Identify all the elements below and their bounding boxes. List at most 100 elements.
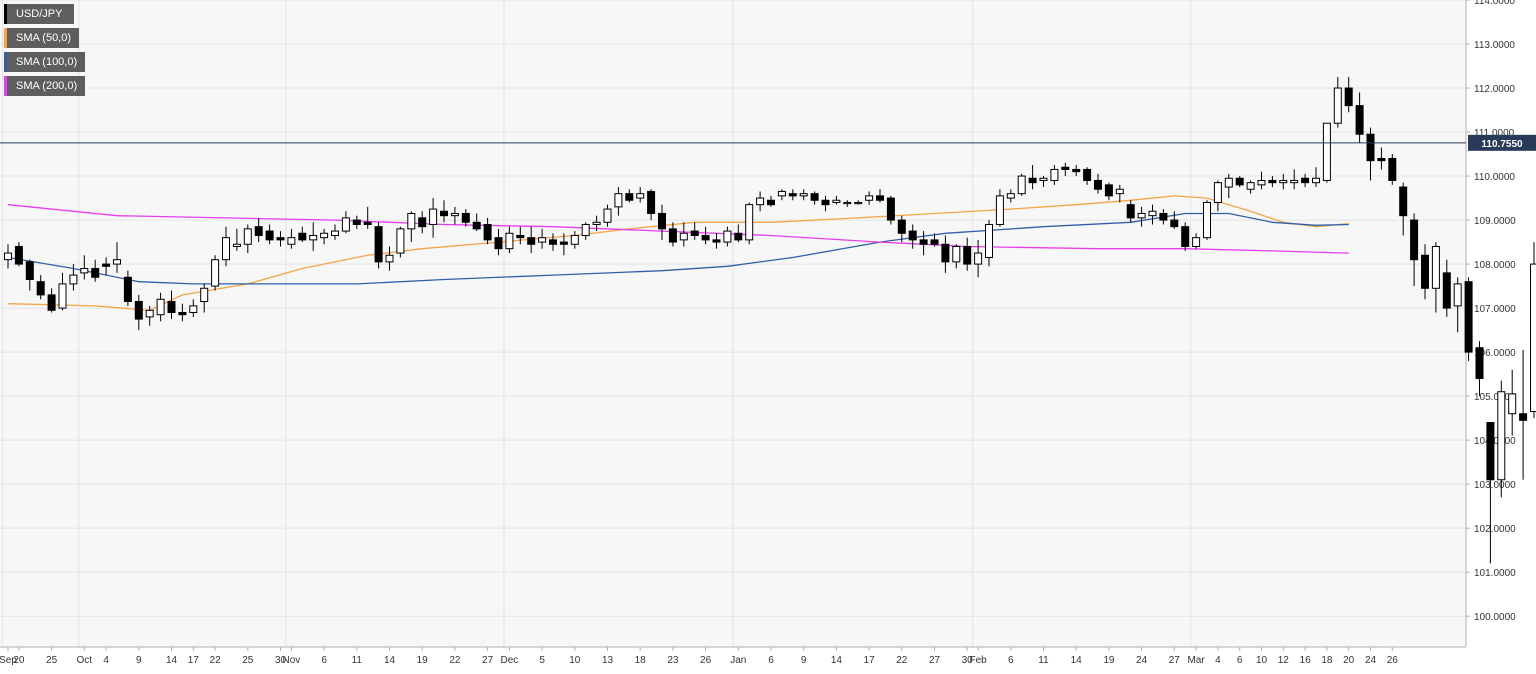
- candle-body: [768, 200, 775, 204]
- candle-body: [1389, 158, 1396, 180]
- candle-body: [1214, 183, 1221, 203]
- candle-body: [1465, 282, 1472, 352]
- legend-swatch-sma50: [4, 28, 7, 48]
- candle-body: [539, 238, 546, 242]
- x-tick-label: 26: [1387, 655, 1399, 666]
- candle-body: [877, 196, 884, 200]
- candle-body: [1204, 202, 1211, 237]
- y-tick-label: 103.0000: [1474, 480, 1516, 491]
- y-tick-label: 113.0000: [1474, 40, 1515, 51]
- candle-body: [1040, 178, 1047, 180]
- x-tick-label: Dec: [501, 655, 519, 666]
- x-tick-label: 25: [242, 655, 254, 666]
- x-tick-label: 12: [1278, 655, 1290, 666]
- candle-body: [789, 194, 796, 196]
- y-tick-label: 108.0000: [1474, 260, 1516, 271]
- candle-body: [887, 198, 894, 220]
- candle-body: [1007, 194, 1014, 198]
- candle-body: [1160, 213, 1167, 220]
- x-tick-label: 27: [1169, 655, 1181, 666]
- candle-body: [593, 222, 600, 224]
- y-tick-label: 114.0000: [1474, 0, 1515, 7]
- candle-body: [975, 253, 982, 264]
- candle-body: [637, 194, 644, 198]
- candle-body: [430, 209, 437, 224]
- current-price-label: 110.7550: [1481, 139, 1523, 150]
- candle-body: [288, 238, 295, 245]
- candle-body: [5, 253, 12, 260]
- x-tick-label: 4: [103, 655, 109, 666]
- candle-body: [223, 238, 230, 260]
- candle-body: [1291, 180, 1298, 182]
- candle-body: [1149, 211, 1156, 215]
- legend-label-sma200: SMA (200,0): [16, 80, 77, 92]
- candle-body: [1334, 88, 1341, 123]
- legend-label-sma50: SMA (50,0): [16, 32, 71, 44]
- legend-sma200[interactable]: SMA (200,0): [4, 76, 85, 96]
- candle-body: [866, 196, 873, 200]
- candle-body: [942, 244, 949, 262]
- chart-legend: USD/JPY SMA (50,0) SMA (100,0) SMA (200,…: [4, 4, 85, 100]
- candle-body: [1302, 178, 1309, 182]
- x-tick-label: 27: [482, 655, 494, 666]
- candle-body: [1422, 255, 1429, 288]
- candle-body: [506, 233, 513, 248]
- candle-body: [419, 218, 426, 227]
- x-tick-label: 26: [700, 655, 712, 666]
- candle-body: [342, 218, 349, 231]
- candle-body: [1018, 176, 1025, 194]
- y-tick-label: 112.0000: [1474, 84, 1515, 95]
- candle-body: [1498, 392, 1505, 480]
- x-tick-label: 22: [896, 655, 908, 666]
- x-tick-label: 11: [352, 655, 363, 666]
- x-tick-label: 19: [1103, 655, 1115, 666]
- candle-body: [1280, 180, 1287, 182]
- candle-body: [310, 235, 317, 239]
- candle-body: [1182, 227, 1189, 247]
- candle-body: [604, 209, 611, 222]
- legend-sma100[interactable]: SMA (100,0): [4, 52, 85, 72]
- legend-swatch-sma100: [4, 52, 7, 72]
- candle-body: [190, 306, 197, 313]
- x-tick-label: Oct: [77, 655, 93, 666]
- candle-body: [201, 288, 208, 301]
- candle-body: [713, 240, 720, 242]
- x-tick-label: 20: [13, 655, 25, 666]
- x-tick-label: 9: [801, 655, 807, 666]
- candle-body: [1400, 187, 1407, 216]
- legend-usdjpy[interactable]: USD/JPY: [4, 4, 74, 24]
- legend-sma50[interactable]: SMA (50,0): [4, 28, 79, 48]
- candle-body: [964, 246, 971, 264]
- candle-body: [517, 235, 524, 237]
- x-tick-label: 4: [1215, 655, 1221, 666]
- candle-body: [321, 233, 328, 237]
- x-tick-label: 6: [1008, 655, 1014, 666]
- x-tick-label: 10: [1256, 655, 1268, 666]
- candle-body: [135, 301, 142, 319]
- candle-body: [1116, 189, 1123, 193]
- candle-body: [1313, 178, 1320, 182]
- candle-body: [59, 284, 66, 308]
- legend-label-usdjpy: USD/JPY: [16, 8, 62, 20]
- candle-body: [364, 222, 371, 224]
- x-tick-label: 11: [1038, 655, 1049, 666]
- candle-body: [1378, 158, 1385, 160]
- candle-body: [1356, 106, 1363, 135]
- candle-body: [146, 310, 153, 317]
- candle-body: [1269, 180, 1276, 182]
- candle-body: [266, 231, 273, 240]
- candle-body: [953, 246, 960, 261]
- y-tick-label: 101.0000: [1474, 568, 1516, 579]
- candle-body: [168, 301, 175, 312]
- candle-body: [659, 213, 666, 228]
- candle-body: [996, 196, 1003, 225]
- x-tick-label: 14: [384, 655, 396, 666]
- x-tick-label: 16: [1300, 655, 1312, 666]
- x-tick-label: 23: [667, 655, 679, 666]
- candle-body: [1487, 423, 1494, 480]
- x-tick-label: 14: [166, 655, 178, 666]
- candle-body: [778, 191, 785, 195]
- candle-body: [179, 312, 186, 314]
